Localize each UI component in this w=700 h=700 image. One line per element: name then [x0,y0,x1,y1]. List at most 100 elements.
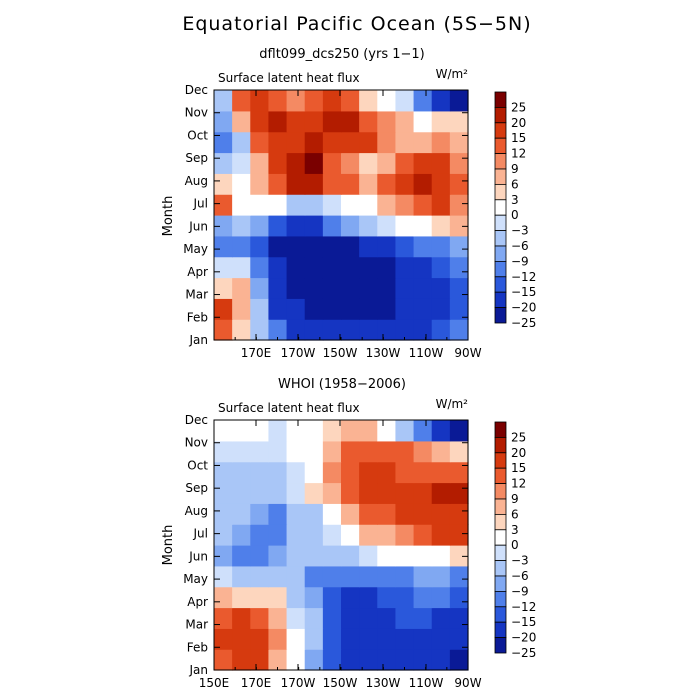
heatmap-cell [232,607,251,629]
heatmap-cell [341,565,360,588]
heatmap-cell [449,319,469,341]
heatmap-cell [395,628,415,650]
heatmap-cell [359,649,378,671]
colorbar-label: −25 [511,646,536,660]
colorbar-label: −9 [511,584,529,598]
heatmap-cell [214,545,233,567]
heatmap-cell [359,298,378,320]
x-tick-label: 150E [199,676,230,690]
heatmap-cell [395,152,415,174]
heatmap-cell [250,440,270,463]
heatmap-cell [214,277,233,299]
heatmap-cell [286,482,306,504]
heatmap-cell [268,586,288,609]
x-tick-label: 90W [454,346,481,360]
heatmap-cell [232,131,251,154]
heatmap-cell [232,235,251,258]
heatmap-cell [431,565,451,588]
heatmap-cell [250,215,270,237]
heatmap-cell [286,503,306,525]
heatmap-cell [214,649,233,671]
heatmap-cell [214,194,233,216]
heatmap-cell [341,319,360,341]
heatmap-cell [268,461,288,484]
heatmap-cell [268,649,288,671]
heatmap-cell [322,565,342,588]
y-tick-label: Jan [189,663,209,677]
heatmap-cell [250,152,270,174]
heatmap-cell [286,152,306,174]
heatmap-cell [286,545,306,567]
heatmap-cell [286,319,306,341]
heatmap-cell [250,194,270,216]
y-tick-label: Mar [185,618,208,632]
heatmap-cell [359,482,378,504]
heatmap-cell [214,461,233,484]
heatmap-cell [377,215,397,237]
y-tick-label: Oct [187,458,208,472]
panel-top-x-ticks: 170E 170W 150W 130W 110W 90W [213,90,482,360]
heatmap-cell [214,420,233,442]
heatmap-cell [341,235,360,258]
heatmap-cell [449,256,469,279]
heatmap-cell [304,131,324,154]
panel-top-units: W/m² [436,67,469,81]
colorbar-label: 12 [511,147,526,161]
heatmap-cell [395,319,415,341]
colorbar-label: 20 [511,116,526,130]
heatmap-cell [431,482,451,504]
y-tick-label: Jun [188,219,208,233]
heatmap-cell [359,524,378,546]
heatmap-cell [359,277,378,299]
panel-bottom-subtitle: Surface latent heat flux [218,401,360,415]
heatmap-cell [322,173,342,195]
heatmap-cell [322,628,342,650]
colorbar-label: 20 [511,446,526,460]
heatmap-cell [431,420,451,442]
panel-top: dflt099_dcs250 (yrs 1−1) Surface latent … [161,47,482,360]
heatmap-cell [377,545,397,567]
heatmap-cell [431,90,451,112]
heatmap-cell [250,235,270,258]
heatmap-cell [431,440,451,463]
y-tick-label: Nov [185,436,208,450]
heatmap-cell [395,586,415,609]
heatmap-cell [413,277,433,299]
colorbar-label: −3 [511,224,529,238]
heatmap-cell [341,194,360,216]
heatmap-cell [250,628,270,650]
panel-bottom-units: W/m² [436,397,469,411]
heatmap-cell [322,319,342,341]
heatmap-cell [232,628,251,650]
heatmap-cell [286,586,306,609]
colorbar-swatch [494,452,507,469]
heatmap-cell [377,90,397,112]
panel-bottom-x-ticks: 150E 170E 170W 150W 130W 110W 90W [199,420,482,690]
heatmap-cell [322,152,342,174]
heatmap-cell [268,524,288,546]
heatmap-cell [304,565,324,588]
heatmap-cell [413,440,433,463]
y-tick-label: Apr [187,595,208,609]
heatmap-cell [286,524,306,546]
heatmap-cell [304,277,324,299]
heatmap-cell [449,545,469,567]
heatmap-cell [359,235,378,258]
heatmap-cell [413,565,433,588]
heatmap-cell [232,277,251,299]
heatmap-cell [268,440,288,463]
colorbar-swatch [494,260,507,278]
heatmap-cell [250,461,270,484]
heatmap-cell [395,524,415,546]
heatmap-cell [268,503,288,525]
heatmap-cell [341,440,360,463]
heatmap-cell [413,131,433,154]
heatmap-cell [413,524,433,546]
heatmap-cell [413,607,433,629]
colorbar-swatch [494,307,507,324]
heatmap-cell [431,461,451,484]
heatmap-cell [214,565,233,588]
heatmap-cell [322,461,342,484]
heatmap-cell [304,607,324,629]
